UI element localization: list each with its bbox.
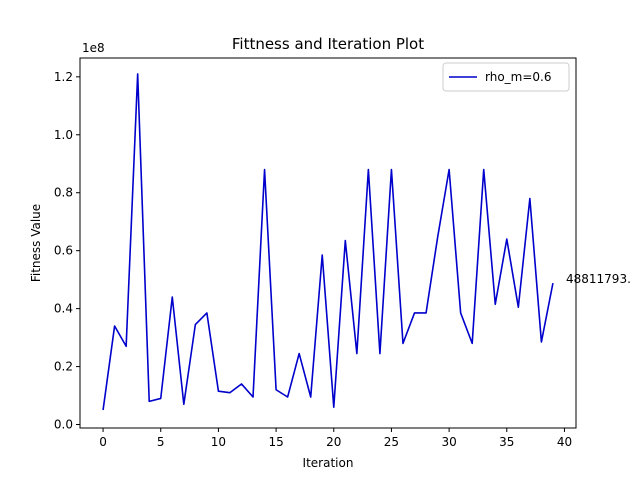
chart-title: Fittness and Iteration Plot [232, 35, 424, 53]
x-tick-label: 5 [157, 435, 165, 449]
x-tick-label: 40 [557, 435, 572, 449]
x-tick-label: 25 [384, 435, 399, 449]
x-axis-label: Iteration [303, 456, 354, 470]
data-annotation: 48811793. [566, 272, 631, 286]
y-tick-label: 1.2 [54, 70, 73, 84]
y-tick-label: 0.8 [54, 186, 73, 200]
y-tick-label: 0.0 [54, 418, 73, 432]
x-tick-label: 15 [268, 435, 283, 449]
plot-area: 0 5 10 15 20 25 30 35 40 0.0 0.2 0.4 0.6 0.8 1.0 1.2 [54, 57, 577, 449]
x-tick-label: 10 [211, 435, 226, 449]
y-axis-label: Fitness Value [29, 204, 43, 282]
legend-frame [442, 62, 570, 92]
y-offset-label: 1e8 [82, 41, 105, 55]
x-tick-label: 20 [326, 435, 341, 449]
y-tick-label: 0.4 [54, 302, 73, 316]
axes-frame [79, 57, 577, 429]
x-tick-label: 30 [441, 435, 456, 449]
series-line-0 [102, 73, 554, 411]
x-tick-label: 0 [99, 435, 107, 449]
y-tick-label: 0.6 [54, 244, 73, 258]
legend-entry-label: rho_m=0.6 [485, 70, 552, 84]
y-tick-label: 1.0 [54, 128, 73, 142]
x-tick-label: 35 [499, 435, 514, 449]
legend: rho_m=0.6 [442, 62, 570, 92]
y-tick-label: 0.2 [54, 360, 73, 374]
